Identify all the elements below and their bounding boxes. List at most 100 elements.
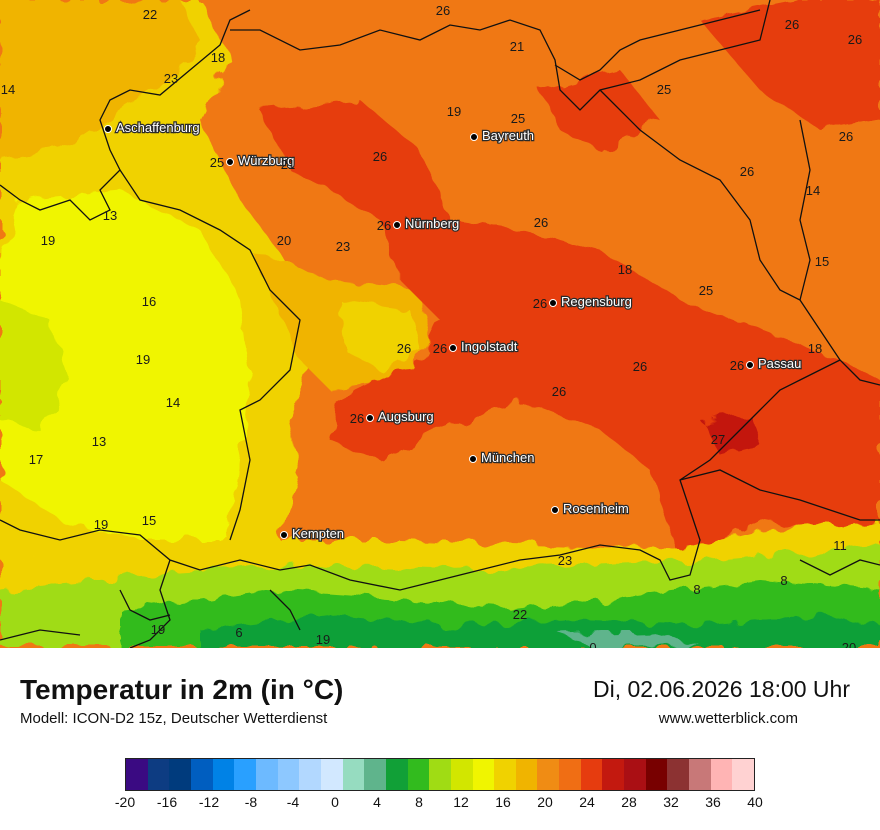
- temperature-value-label: 21: [281, 157, 295, 172]
- city-marker: [549, 299, 557, 307]
- legend-swatch: [407, 759, 430, 790]
- city-markers: Aschaffenburg 25 Würzburg Bayreuth 26 Nürnber…: [104, 119, 803, 542]
- temperature-value-label: 26: [839, 129, 853, 144]
- legend-swatch: [342, 759, 365, 790]
- legend-tick-label: 40: [747, 794, 763, 810]
- legend-tick-label: -8: [244, 794, 258, 810]
- legend-swatch: [450, 759, 473, 790]
- temperature-value-label: 19: [151, 622, 165, 637]
- temperature-value-label: 23: [164, 71, 178, 86]
- temperature-value-label: 18: [808, 341, 822, 356]
- legend-tick-label: -4: [286, 794, 300, 810]
- legend-tick-label: 12: [453, 794, 469, 810]
- legend-swatch: [255, 759, 278, 790]
- city-label: Würzburg: [238, 153, 294, 168]
- legend-swatch: [169, 759, 191, 790]
- city-label: München: [481, 450, 534, 465]
- temperature-value-label: 14: [166, 395, 180, 410]
- legend-swatch: [190, 759, 213, 790]
- legend-tick-label: 28: [621, 794, 637, 810]
- website-link[interactable]: www.wetterblick.com: [658, 710, 798, 727]
- city-label: Passau: [758, 356, 801, 371]
- legend-swatch: [126, 759, 148, 790]
- city-marker: [551, 506, 559, 514]
- temperature-value-label: 0: [589, 640, 596, 648]
- legend-tick-label: -12: [198, 794, 220, 810]
- city-marker: [366, 414, 374, 422]
- temperature-value-label: 6: [235, 625, 242, 640]
- temperature-value-label: 18: [211, 50, 225, 65]
- temperature-value-label: 26: [534, 215, 548, 230]
- temperature-value-label: 15: [815, 254, 829, 269]
- city-value-label: 26: [730, 358, 744, 373]
- temperature-value-label: 11: [833, 538, 847, 553]
- city-label: Regensburg: [561, 294, 632, 309]
- temperature-value-label: 25: [657, 82, 671, 97]
- temperature-value-label: 19: [41, 233, 55, 248]
- map-title: Temperatur in 2m (in °C): [20, 674, 344, 705]
- legend-swatch: [364, 759, 386, 790]
- city-value-label: 25: [210, 155, 224, 170]
- city-label: Kempten: [292, 526, 344, 541]
- legend-swatch: [732, 759, 755, 790]
- temperature-value-label: 17: [29, 452, 43, 467]
- temperature-value-label: 16: [142, 294, 156, 309]
- legend-swatch: [710, 759, 733, 790]
- legend-tick-label: 16: [495, 794, 511, 810]
- city-label: Aschaffenburg: [116, 120, 200, 135]
- legend-swatch: [147, 759, 170, 790]
- temperature-value-label: 8: [780, 573, 787, 588]
- city-label: Ingolstadt: [461, 339, 518, 354]
- temperature-value-label: 22: [143, 7, 157, 22]
- temperature-value-label: 18: [618, 262, 632, 277]
- legend-tick-label: -16: [156, 794, 178, 810]
- legend-tick-label: 8: [415, 794, 423, 810]
- temperature-value-label: 19: [136, 352, 150, 367]
- legend-tick-label: 32: [663, 794, 679, 810]
- model-subtitle: Modell: ICON-D2 15z, Deutscher Wetterdie…: [20, 710, 328, 727]
- legend-swatch: [299, 759, 321, 790]
- temperature-value-label: 26: [552, 384, 566, 399]
- legend-tick-label: 20: [537, 794, 553, 810]
- legend-swatch: [234, 759, 256, 790]
- borders: [0, 0, 880, 648]
- temperature-value-label: 20: [842, 640, 856, 648]
- temperature-value-label: 14: [1, 82, 15, 97]
- city-marker: [226, 158, 234, 166]
- legend-swatch: [320, 759, 343, 790]
- legend-tick-label: 36: [705, 794, 721, 810]
- temperature-value-label: 26: [436, 3, 450, 18]
- temperature-value-label: 13: [92, 434, 106, 449]
- temperature-value-label: 23: [558, 553, 572, 568]
- legend-swatch: [277, 759, 300, 790]
- legend-swatch: [667, 759, 690, 790]
- temperature-value-label: 19: [316, 632, 330, 647]
- city-marker: [469, 455, 477, 463]
- city-value-label: 26: [377, 218, 391, 233]
- city-marker: [104, 125, 112, 133]
- temperature-value-label: 22: [513, 607, 527, 622]
- color-legend: [125, 758, 755, 791]
- legend-tick-label: 4: [373, 794, 381, 810]
- legend-tick-label: -20: [114, 794, 136, 810]
- forecast-datetime: Di, 02.06.2026 18:00 Uhr: [592, 676, 850, 702]
- legend-swatch: [624, 759, 646, 790]
- city-marker: [449, 344, 457, 352]
- city-label: Bayreuth: [482, 128, 534, 143]
- temperature-value-label: 23: [336, 239, 350, 254]
- temperature-value-label: 8: [693, 582, 700, 597]
- temperature-field: [0, 0, 880, 648]
- legend-swatch: [212, 759, 235, 790]
- temperature-value-label: 27: [711, 432, 725, 447]
- footer: Temperatur in 2m (in °C) Modell: ICON-D2…: [0, 648, 880, 830]
- city-marker: [746, 361, 754, 369]
- city-label: Nürnberg: [405, 216, 459, 231]
- legend-ticks: -20 -16 -12 -8 -4 0 4 8 12 16 20 24 28 32 36 40: [115, 794, 763, 814]
- city-label: Rosenheim: [563, 501, 629, 516]
- temperature-value-label: 21: [510, 39, 524, 54]
- temperature-value-label: 13: [103, 208, 117, 223]
- legend-swatch: [537, 759, 560, 790]
- temperature-value-label: 25: [511, 111, 525, 126]
- temperature-value-label: 26: [633, 359, 647, 374]
- legend-swatch: [515, 759, 538, 790]
